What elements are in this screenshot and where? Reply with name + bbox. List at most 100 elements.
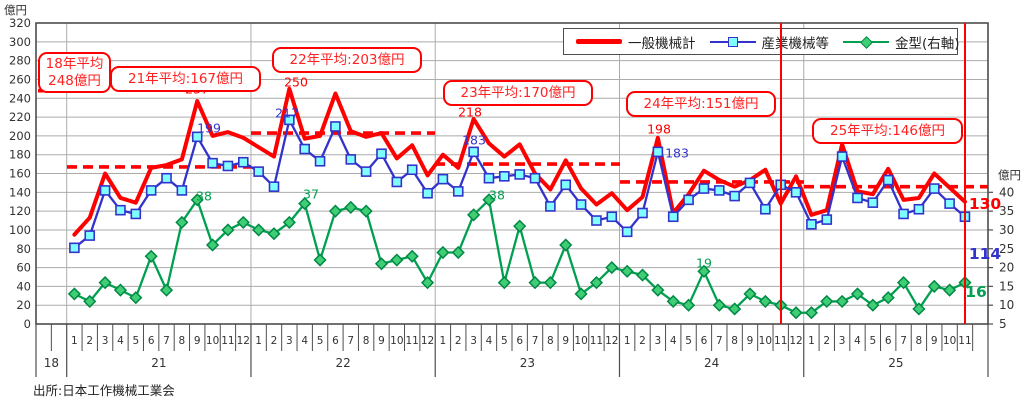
- data-point-label: 38: [489, 187, 505, 203]
- marker-diamond: [113, 283, 128, 297]
- marker-square: [330, 121, 341, 132]
- marker-square: [483, 172, 495, 184]
- month-label: 6: [332, 335, 339, 347]
- legend-label: 金型(右軸): [895, 35, 960, 52]
- average-annotation: 21年平均:167億円: [110, 66, 261, 92]
- marker-square: [376, 148, 387, 160]
- year-label: 18: [44, 356, 59, 370]
- marker-diamond: [190, 193, 204, 207]
- reference-vline: [779, 23, 782, 324]
- right-axis-label: 25: [999, 242, 1014, 256]
- right-axis-label: 40: [999, 185, 1014, 199]
- month-label: 10: [574, 335, 587, 347]
- marker-square: [806, 218, 817, 230]
- marker-diamond: [298, 197, 312, 211]
- marker-diamond: [620, 264, 634, 278]
- month-label: 2: [271, 335, 278, 347]
- marker-diamond: [927, 279, 941, 293]
- month-label: 7: [347, 335, 354, 347]
- month-label: 2: [455, 335, 462, 347]
- marker-diamond: [513, 219, 527, 233]
- month-label: 6: [885, 335, 892, 347]
- year-label: 21: [151, 356, 166, 370]
- month-label: 8: [363, 335, 370, 347]
- month-label: 5: [869, 335, 876, 347]
- left-axis-label: 320: [9, 16, 31, 30]
- marker-diamond: [758, 294, 772, 309]
- blue-square-swatch-icon: [709, 36, 756, 48]
- left-axis-label: 100: [9, 223, 31, 237]
- legend-label: 産業機械等: [761, 35, 830, 52]
- month-label: 4: [301, 335, 308, 347]
- month-label: 6: [516, 335, 523, 347]
- right-axis-label: 5: [999, 317, 1007, 331]
- marker-square: [606, 211, 618, 223]
- marker-square: [345, 154, 357, 165]
- right-axis-label: 35: [999, 204, 1014, 218]
- data-point-label: 198: [647, 121, 671, 137]
- marker-diamond: [635, 268, 650, 282]
- month-label: 12: [789, 335, 802, 347]
- marker-diamond: [850, 287, 865, 301]
- marker-diamond: [144, 249, 158, 263]
- left-axis-label: 220: [9, 110, 31, 124]
- marker-square: [222, 160, 234, 172]
- marker-diamond: [390, 253, 404, 267]
- marker-square: [698, 183, 710, 194]
- month-label: 12: [605, 335, 618, 347]
- data-point-label: 218: [458, 104, 482, 120]
- marker-square: [591, 215, 602, 226]
- month-label: 10: [759, 335, 772, 347]
- marker-square: [360, 166, 372, 177]
- month-label: 7: [163, 335, 170, 347]
- marker-square: [422, 187, 433, 199]
- left-axis-label: 40: [16, 279, 31, 293]
- marker-square: [391, 176, 403, 188]
- data-point-label: 199: [197, 120, 221, 136]
- month-label: 6: [148, 335, 155, 347]
- month-label: 5: [317, 335, 324, 347]
- marker-diamond: [559, 238, 573, 252]
- month-label: 1: [440, 335, 447, 347]
- marker-diamond: [252, 223, 266, 237]
- left-axis-label: 180: [9, 148, 31, 162]
- marker-square: [69, 242, 80, 254]
- marker-square: [115, 204, 126, 216]
- month-label: 9: [378, 335, 385, 347]
- marker-square: [468, 146, 479, 158]
- month-label: 11: [221, 335, 234, 347]
- right-axis-label: 10: [999, 298, 1014, 312]
- marker-diamond: [374, 257, 389, 271]
- data-point-label: 217: [275, 105, 299, 121]
- marker-diamond: [666, 294, 680, 309]
- month-label: 5: [501, 335, 508, 347]
- marker-diamond: [451, 245, 465, 260]
- marker-diamond: [896, 276, 911, 290]
- month-label: 7: [532, 335, 539, 347]
- month-label: 7: [900, 335, 907, 347]
- right-axis-label: 20: [999, 261, 1014, 275]
- year-label: 25: [888, 356, 903, 370]
- marker-diamond: [728, 302, 742, 316]
- month-label: 9: [562, 335, 569, 347]
- left-axis-unit: 億円: [4, 3, 27, 17]
- marker-diamond: [543, 276, 557, 290]
- marker-square: [713, 185, 725, 196]
- left-axis-label: 20: [16, 298, 31, 312]
- marker-square: [667, 211, 679, 223]
- right-axis-unit: 億円: [998, 168, 1021, 182]
- marker-diamond: [820, 294, 834, 309]
- year-label: 22: [335, 356, 350, 370]
- month-label: 12: [421, 335, 434, 347]
- month-label: 11: [590, 335, 603, 347]
- marker-square: [130, 208, 142, 220]
- marker-diamond: [528, 276, 542, 290]
- marker-square: [867, 197, 879, 208]
- marker-square: [237, 156, 249, 168]
- marker-diamond: [712, 298, 726, 312]
- average-annotation: 24年平均:151億円: [626, 91, 776, 117]
- marker-diamond: [482, 193, 496, 207]
- marker-square: [176, 185, 188, 196]
- reference-vline: [963, 23, 966, 324]
- data-point-label: 37: [303, 186, 319, 202]
